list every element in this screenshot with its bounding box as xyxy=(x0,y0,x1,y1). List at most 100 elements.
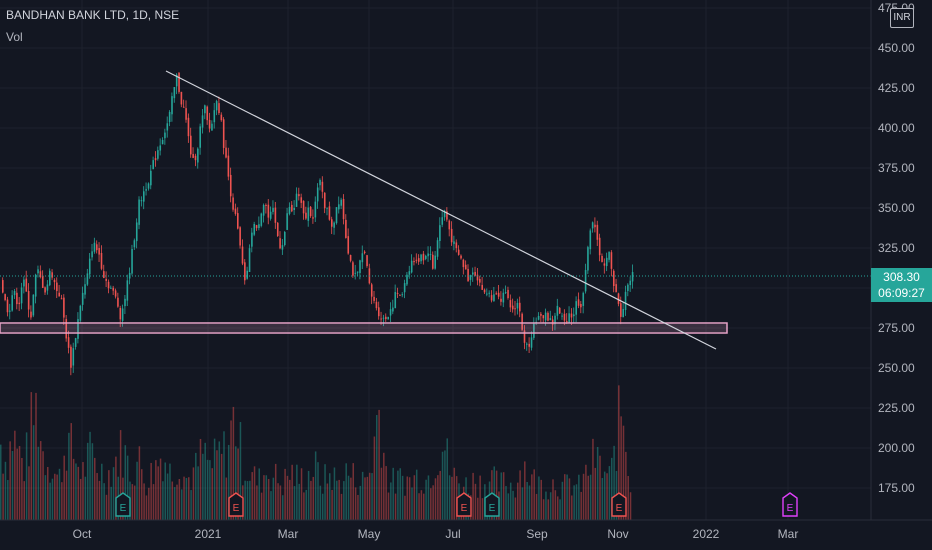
volume-bar xyxy=(42,451,44,520)
candle-body xyxy=(323,192,326,209)
volume-bar xyxy=(331,489,333,520)
candle-body xyxy=(206,106,209,121)
volume-bar xyxy=(580,491,582,520)
candle-body xyxy=(627,284,629,291)
candle-body xyxy=(403,283,406,293)
candle-body xyxy=(298,194,300,197)
y-tick-label: 350.00 xyxy=(878,201,915,215)
candle-body xyxy=(121,308,124,321)
volume-bar xyxy=(561,481,564,520)
candle-body xyxy=(575,301,577,315)
candle-body xyxy=(540,313,542,316)
volume-bar xyxy=(495,470,498,520)
volume-bar xyxy=(415,469,418,520)
candle-body xyxy=(152,160,154,169)
volume-bar xyxy=(587,475,589,520)
candle-body xyxy=(171,96,173,115)
candle-body xyxy=(446,211,448,220)
volume-bar xyxy=(538,476,540,520)
volume-bar xyxy=(284,468,286,520)
candle-body xyxy=(124,298,126,307)
earnings-marker-icon[interactable]: E xyxy=(228,492,244,517)
candle-body xyxy=(192,153,194,158)
countdown-timer: 06:09:27 xyxy=(878,286,925,300)
candle-body xyxy=(629,280,632,286)
candle-body xyxy=(291,204,293,212)
candle-body xyxy=(307,207,310,221)
symbol-title[interactable]: BANDHAN BANK LTD, 1D, NSE xyxy=(6,8,180,22)
volume-bar xyxy=(251,472,253,520)
volume-bar xyxy=(216,450,218,520)
candle-body xyxy=(215,101,218,111)
earnings-marker-icon[interactable]: E xyxy=(484,492,500,517)
volume-bar xyxy=(420,490,423,520)
candle-body xyxy=(58,292,60,297)
volume-bar xyxy=(446,438,448,520)
candle-body xyxy=(63,297,65,318)
earnings-marker-icon[interactable]: E xyxy=(611,492,627,517)
candle-body xyxy=(563,313,566,321)
volume-indicator-label[interactable]: Vol xyxy=(6,30,23,44)
volume-bar xyxy=(244,480,246,520)
candle-body xyxy=(105,278,107,281)
volume-bar xyxy=(549,492,552,520)
candle-body xyxy=(185,108,187,120)
candle-body xyxy=(168,111,171,123)
candle-body xyxy=(88,258,91,275)
volume-bar xyxy=(96,473,98,520)
candle-body xyxy=(460,255,462,259)
volume-bar xyxy=(526,481,528,520)
candle-body xyxy=(385,316,387,320)
currency-badge[interactable]: INR xyxy=(890,8,914,28)
candle-body xyxy=(96,244,98,251)
earnings-marker-icon[interactable]: E xyxy=(782,492,798,517)
volume-bar xyxy=(39,441,42,520)
candle-body xyxy=(32,294,35,316)
candle-body xyxy=(208,119,211,129)
volume-bar xyxy=(371,473,373,520)
candle-body xyxy=(488,292,491,294)
earnings-marker-icon[interactable]: E xyxy=(456,492,472,517)
y-tick-label: 200.00 xyxy=(878,441,915,455)
volume-bar xyxy=(408,477,411,520)
volume-bar xyxy=(368,472,371,520)
volume-bar xyxy=(514,497,517,520)
volume-bar xyxy=(345,463,347,520)
volume-bar xyxy=(559,499,561,520)
volume-bar xyxy=(451,476,453,520)
candle-body xyxy=(422,253,425,261)
candle-body xyxy=(112,287,115,291)
candle-body xyxy=(361,253,364,263)
candle-body xyxy=(147,183,150,189)
volume-bar xyxy=(394,493,397,520)
candle-body xyxy=(79,305,82,321)
y-tick-label: 375.00 xyxy=(878,161,915,175)
volume-bar xyxy=(618,385,620,520)
candle-body xyxy=(333,222,335,228)
y-tick-label: 175.00 xyxy=(878,481,915,495)
volume-bar xyxy=(573,485,575,520)
candle-body xyxy=(286,213,288,230)
candle-body xyxy=(284,232,286,246)
candle-body xyxy=(260,213,263,226)
volume-bar xyxy=(258,468,260,520)
candle-body xyxy=(218,103,220,113)
candle-body xyxy=(140,200,143,202)
volume-bar xyxy=(282,495,284,520)
candle-body xyxy=(396,292,399,294)
candle-body xyxy=(507,289,509,299)
volume-bar xyxy=(310,480,312,520)
candle-body xyxy=(201,115,204,128)
volume-bar xyxy=(65,470,68,520)
earnings-marker-icon[interactable]: E xyxy=(115,492,131,517)
chart-grid xyxy=(0,0,871,520)
candle-body xyxy=(603,263,606,266)
candle-body xyxy=(382,317,385,319)
candle-body xyxy=(41,275,44,288)
candle-body xyxy=(107,281,110,289)
volume-bar xyxy=(585,464,587,520)
volume-bar xyxy=(0,444,2,520)
candle-body xyxy=(566,321,568,323)
candle-body xyxy=(598,237,601,256)
